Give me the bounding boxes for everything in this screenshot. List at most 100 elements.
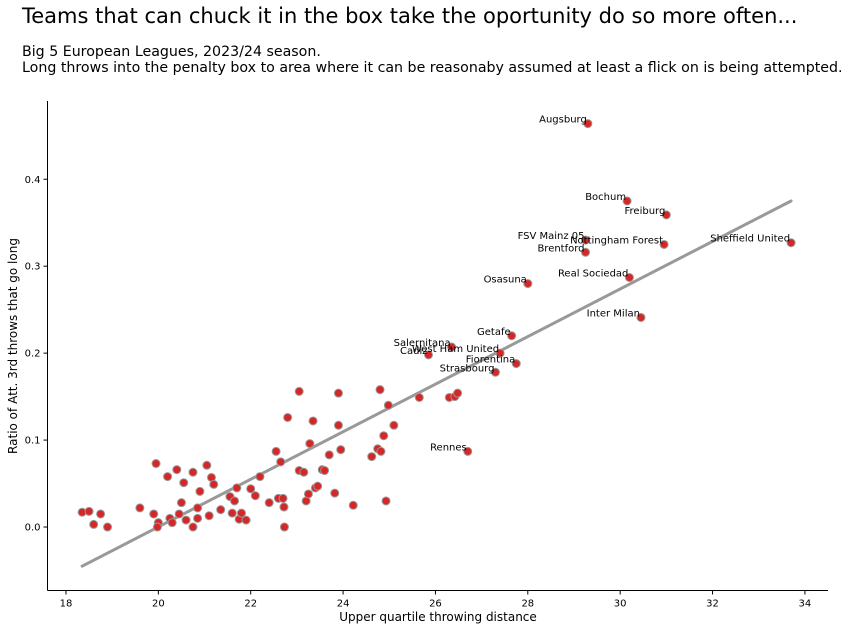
point-label: Nottingham Forest — [570, 235, 663, 246]
labeled-data-point — [661, 210, 671, 220]
point-label: Salernitana — [394, 338, 451, 349]
y-tick-label: 0.2 — [25, 349, 41, 360]
point-label: Augsburg — [539, 115, 587, 126]
x-tick-label: 20 — [152, 599, 165, 610]
data-point — [305, 439, 315, 449]
data-point — [246, 484, 256, 494]
x-ticks: 18 20 22 24 26 28 30 32 34 — [60, 590, 811, 610]
data-point — [389, 420, 399, 430]
point-label: Bochum — [585, 192, 626, 203]
data-point — [232, 483, 242, 493]
x-tick-label: 18 — [60, 599, 73, 610]
data-point — [230, 496, 240, 506]
data-point — [202, 460, 212, 470]
data-point — [216, 505, 226, 515]
labeled-data-point — [490, 367, 500, 377]
x-tick-label: 30 — [614, 599, 627, 610]
data-point — [324, 450, 334, 460]
data-point — [375, 385, 385, 395]
data-point — [204, 511, 214, 521]
data-point — [193, 513, 203, 523]
y-tick-label: 0.3 — [25, 262, 41, 273]
x-tick-label: 28 — [521, 599, 534, 610]
data-point — [279, 502, 289, 512]
labels-layer: Augsburg Bochum Freiburg FSV Mainz 05Nottin… — [394, 115, 790, 454]
data-point — [174, 509, 184, 519]
y-tick-label: 0.4 — [25, 175, 41, 186]
data-point — [241, 515, 251, 525]
data-point — [348, 500, 358, 510]
labeled-data-point — [622, 196, 632, 206]
data-point — [333, 420, 343, 430]
data-point — [172, 465, 182, 475]
data-point — [179, 478, 189, 488]
point-label: FSV Mainz 05 — [518, 231, 585, 242]
data-point — [193, 503, 203, 513]
data-point — [264, 498, 274, 508]
data-point — [96, 509, 106, 519]
data-point — [381, 496, 391, 506]
y-tick-label: 0.0 — [25, 523, 41, 534]
data-point — [255, 472, 265, 482]
labeled-data-point — [447, 342, 457, 352]
data-point — [195, 486, 205, 496]
chart-title: Teams that can chuck it in the box take … — [22, 4, 798, 28]
data-point — [333, 388, 343, 398]
trendline-layer — [80, 199, 793, 568]
data-point — [209, 479, 219, 489]
data-point — [103, 522, 113, 532]
points-layer — [77, 119, 796, 532]
data-point — [294, 386, 304, 396]
y-tick-label: 0.1 — [25, 436, 41, 447]
data-point — [278, 493, 288, 503]
data-point — [414, 392, 424, 402]
point-label: West Ham United — [412, 344, 499, 355]
data-point — [89, 519, 99, 529]
point-label: Sheffield United — [710, 234, 790, 245]
labeled-data-point — [581, 247, 591, 257]
labeled-data-point — [659, 239, 669, 249]
data-point — [250, 491, 260, 501]
data-point — [167, 518, 177, 528]
data-point — [336, 445, 346, 455]
point-label: Brentford — [537, 243, 584, 254]
data-point — [236, 508, 246, 518]
x-tick-label: 22 — [244, 599, 257, 610]
data-point — [283, 412, 293, 422]
labeled-data-point — [523, 279, 533, 289]
data-point — [367, 452, 377, 462]
x-tick-label: 26 — [429, 599, 442, 610]
labeled-data-point — [624, 272, 634, 282]
data-point — [176, 498, 186, 508]
data-point — [453, 388, 463, 398]
data-point — [299, 467, 309, 477]
data-point — [151, 459, 161, 469]
labeled-data-point — [581, 235, 591, 245]
point-label: Freiburg — [625, 206, 666, 217]
subtitle-line-2: Long throws into the penalty box to area… — [22, 60, 841, 76]
data-point — [303, 489, 313, 499]
data-point — [383, 400, 393, 410]
point-label: Inter Milan — [587, 308, 640, 319]
labeled-data-point — [511, 359, 521, 369]
data-point — [163, 472, 173, 482]
trendline — [80, 199, 793, 568]
point-label: Getafe — [477, 327, 511, 338]
labeled-data-point — [424, 350, 434, 360]
labeled-data-point — [463, 446, 473, 456]
data-point — [227, 508, 237, 518]
point-label: Fiorentina — [466, 355, 515, 366]
data-point — [279, 522, 289, 532]
data-point — [135, 503, 145, 513]
x-axis-label: Upper quartile throwing distance — [339, 610, 537, 624]
x-tick-label: 24 — [337, 599, 350, 610]
x-tick-label: 32 — [706, 599, 719, 610]
data-point — [379, 431, 389, 441]
data-point — [320, 466, 330, 476]
data-point — [152, 522, 162, 532]
labeled-data-point — [786, 238, 796, 248]
chart-subtitle: Big 5 European Leagues, 2023/24 season. … — [22, 44, 841, 76]
data-point — [376, 446, 386, 456]
data-point — [313, 481, 323, 491]
